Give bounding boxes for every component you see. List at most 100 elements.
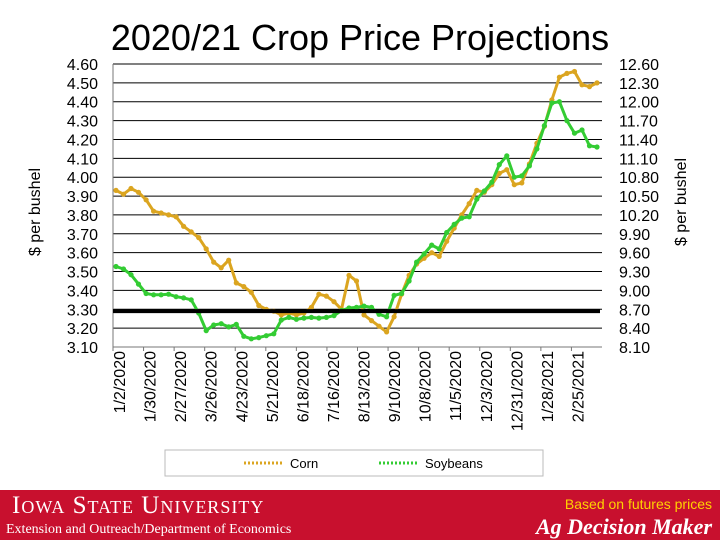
- data-point-soybeans: [489, 179, 495, 185]
- data-point-soybeans: [233, 321, 239, 327]
- y-tick-label-right: 10.80: [619, 170, 659, 187]
- data-point-corn: [519, 180, 525, 186]
- y-tick-label-left: 3.50: [67, 265, 98, 282]
- data-point-corn: [466, 201, 472, 207]
- y-tick-label-right: 9.90: [619, 227, 650, 244]
- y-tick-label-left: 3.70: [67, 227, 98, 244]
- data-point-corn: [158, 210, 164, 216]
- university-logo: Iowa State University: [12, 492, 265, 519]
- x-tick-label: 9/10/2020: [387, 351, 404, 422]
- data-point-soybeans: [263, 333, 269, 339]
- y-axis-label-right: $ per bushel: [673, 158, 690, 246]
- data-point-soybeans: [135, 281, 142, 287]
- data-point-soybeans: [406, 278, 412, 284]
- data-point-soybeans: [526, 163, 533, 169]
- y-axis-label-left: $ per bushel: [27, 168, 44, 256]
- data-point-corn: [135, 189, 142, 195]
- data-point-soybeans: [481, 188, 487, 194]
- data-point-corn: [376, 323, 382, 329]
- data-point-soybeans: [151, 292, 157, 298]
- data-point-corn: [316, 291, 322, 297]
- y-tick-label-right: 11.10: [619, 151, 658, 168]
- x-tick-label: 12/31/2020: [509, 351, 526, 431]
- data-point-soybeans: [368, 304, 375, 310]
- data-point-corn: [293, 312, 299, 318]
- y-tick-label-left: 4.00: [67, 170, 98, 187]
- source-note: Based on futures prices: [564, 496, 712, 512]
- legend: Corn Soybeans: [164, 449, 544, 477]
- data-point-soybeans: [451, 221, 457, 227]
- y-tick-label-left: 4.20: [67, 132, 98, 149]
- data-point-corn: [226, 257, 232, 263]
- data-point-soybeans: [248, 336, 254, 342]
- data-point-corn: [248, 289, 254, 295]
- data-point-soybeans: [586, 143, 593, 149]
- data-point-soybeans: [173, 294, 179, 300]
- series-lines: [113, 68, 600, 342]
- data-point-corn: [256, 302, 262, 309]
- legend-box: [164, 449, 544, 477]
- data-point-corn: [166, 212, 172, 218]
- y-tick-label-right: 8.40: [619, 321, 650, 338]
- data-point-soybeans: [203, 328, 209, 334]
- data-point-soybeans: [293, 316, 299, 322]
- x-tick-label: 3/26/2020: [204, 351, 221, 422]
- data-point-corn: [211, 259, 217, 265]
- y-tick-label-right: 10.20: [619, 208, 659, 225]
- data-point-soybeans: [519, 173, 525, 179]
- x-tick-label: 11/5/2020: [448, 351, 465, 421]
- data-point-soybeans: [256, 335, 262, 341]
- data-point-soybeans: [323, 314, 329, 320]
- data-point-soybeans: [549, 100, 555, 106]
- data-point-soybeans: [384, 314, 390, 320]
- y-tick-label-left: 3.30: [67, 302, 98, 319]
- y-tick-label-left: 3.20: [67, 321, 98, 338]
- data-point-soybeans: [459, 215, 465, 221]
- data-point-corn: [173, 214, 179, 220]
- data-point-soybeans: [361, 303, 367, 309]
- data-point-soybeans: [444, 229, 450, 236]
- data-point-corn: [308, 304, 314, 310]
- y-tick-label-right: 11.40: [619, 132, 658, 149]
- x-axis: 1/2/2020 1/30/2020 2/27/2020 3/26/2020 4/23/…: [112, 347, 587, 431]
- department-label: Extension and Outreach/Department of Eco…: [6, 522, 292, 537]
- x-tick-label: 2/27/2020: [173, 351, 190, 422]
- series-soybeans: [113, 99, 600, 342]
- y-tick-label-left: 3.40: [67, 283, 98, 300]
- data-point-soybeans: [579, 127, 585, 133]
- chart-title: 2020/21 Crop Price Projections: [110, 17, 610, 58]
- data-point-soybeans: [218, 321, 224, 327]
- price-chart: 4.60 4.50 4.40 4.304.20 4.10 4.00 3.90 3.80 3.70…: [27, 57, 690, 477]
- data-point-soybeans: [331, 313, 337, 319]
- y-tick-label-right: 8.10: [619, 340, 650, 357]
- x-tick-label: 2/25/2021: [570, 351, 587, 422]
- data-point-corn: [429, 250, 435, 256]
- data-point-corn: [331, 299, 337, 305]
- data-point-corn: [368, 318, 375, 324]
- data-point-soybeans: [436, 246, 442, 252]
- data-point-soybeans: [226, 324, 232, 330]
- data-point-soybeans: [181, 295, 187, 301]
- footer-bar: Iowa State University Extension and Outr…: [0, 490, 720, 540]
- data-point-corn: [391, 314, 397, 320]
- legend-soybeans-label: Soybeans: [425, 456, 483, 471]
- data-point-soybeans: [511, 174, 517, 180]
- series-line-soybeans: [115, 100, 598, 341]
- data-point-soybeans: [474, 196, 480, 202]
- data-point-corn: [571, 68, 578, 75]
- data-point-soybeans: [421, 251, 427, 257]
- x-tick-label: 10/8/2020: [418, 351, 435, 422]
- series-corn: [113, 68, 600, 335]
- y-tick-label-right: 8.70: [619, 302, 650, 319]
- y-tick-label-right: 9.30: [619, 265, 650, 282]
- legend-corn-label: Corn: [290, 456, 318, 471]
- data-point-corn: [511, 182, 517, 188]
- data-point-corn: [474, 187, 480, 193]
- y-tick-label-left: 3.80: [67, 208, 98, 225]
- y-tick-label-right: 9.00: [619, 283, 650, 300]
- y-tick-label-right: 10.50: [619, 189, 659, 206]
- y-tick-label-left: 4.60: [67, 57, 98, 74]
- data-point-soybeans: [158, 292, 164, 298]
- data-point-corn: [556, 74, 563, 80]
- data-point-soybeans: [429, 242, 435, 248]
